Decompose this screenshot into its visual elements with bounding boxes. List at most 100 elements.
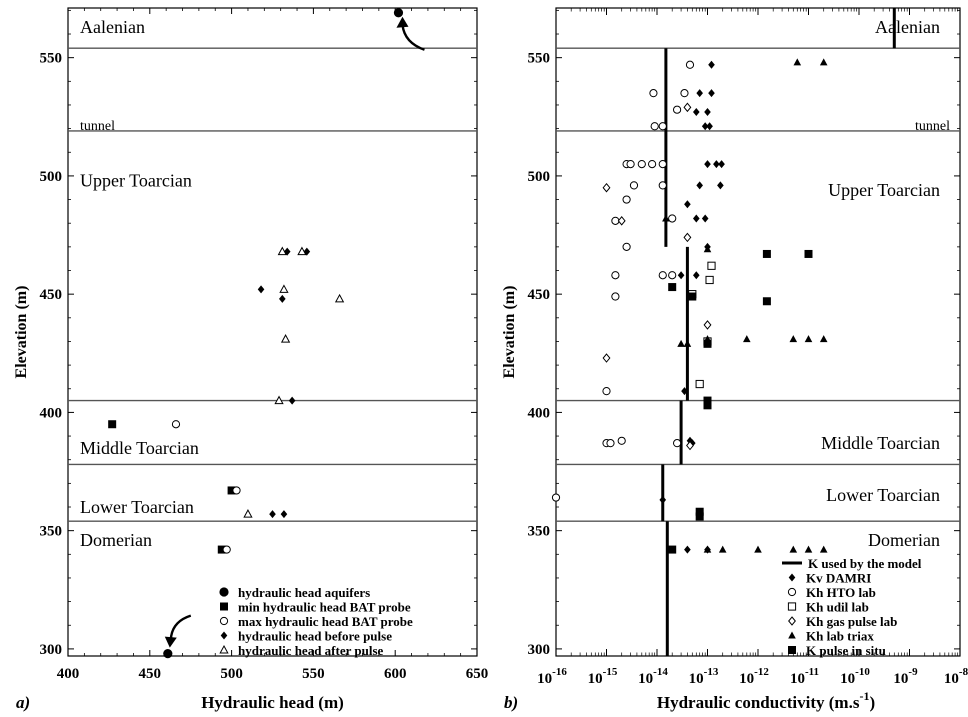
series-kh-hto-lab	[551, 60, 695, 502]
x-tick-label: 10-10	[840, 666, 870, 687]
layer-label-upper-toarcian: Upper Toarcian	[828, 180, 940, 200]
panel-label: b)	[504, 693, 518, 712]
data-point	[804, 335, 813, 343]
layer-label-lower-toarcian: Lower Toarcian	[826, 485, 940, 505]
panel-label: a)	[16, 693, 30, 712]
data-point	[696, 181, 703, 190]
data-point	[277, 246, 287, 256]
data-point	[297, 246, 307, 256]
x-tick-label: 10-13	[689, 666, 719, 687]
data-point	[789, 335, 798, 343]
data-point	[701, 122, 709, 131]
x-tick-label: 600	[384, 666, 407, 682]
x-tick-label-base: 10	[840, 671, 855, 687]
legend-swatch	[788, 573, 796, 582]
legend-label: hydraulic head aquifers	[238, 585, 370, 600]
data-point	[683, 102, 692, 113]
x-tick-label: 10-14	[638, 666, 668, 687]
x-tick-label-exponent: -14	[653, 666, 668, 678]
layer-label-aalenian: Aalenian	[80, 17, 145, 37]
data-point	[629, 181, 639, 190]
data-point	[280, 510, 288, 519]
legend-swatch	[219, 644, 229, 654]
x-tick-label-base: 10	[739, 671, 754, 687]
layer-label-domerian: Domerian	[80, 530, 152, 550]
y-tick-label: 350	[40, 524, 63, 540]
x-tick-label: 500	[220, 666, 243, 682]
data-point	[606, 439, 615, 448]
y-tick-label: 300	[40, 642, 63, 658]
data-point	[602, 182, 611, 193]
x-tick-label: 10-8	[944, 666, 968, 687]
panel-a-hydraulic-head-chart: 300 350 400 450 500 550 400 450 500 550 600 650 Aale…	[13, 7, 488, 712]
x-tick-label-base: 10	[944, 671, 959, 687]
data-point	[269, 510, 276, 519]
series-hydraulic-head-before-pulse	[257, 247, 311, 519]
legend-swatch	[220, 602, 228, 611]
y-tick-label: 450	[528, 287, 551, 303]
legend-label: min hydraulic head BAT probe	[238, 600, 411, 615]
layer-label-tunnel: tunnel	[915, 119, 950, 134]
data-point	[677, 339, 685, 347]
legend-swatch	[219, 616, 229, 626]
data-point	[658, 122, 667, 131]
x-tick-label-exponent: -16	[552, 666, 567, 678]
data-point	[622, 242, 631, 251]
x-tick-label: 550	[302, 666, 325, 682]
y-tick-label: 300	[528, 642, 551, 658]
data-point	[703, 401, 712, 410]
x-tick-label-base: 10	[638, 671, 653, 687]
y-tick-label: 500	[528, 169, 551, 185]
layer-label-middle-toarcian: Middle Toarcian	[821, 433, 940, 453]
y-tick-label: 400	[528, 405, 551, 421]
data-point	[681, 387, 688, 396]
data-point	[658, 159, 667, 169]
data-point	[279, 284, 289, 293]
data-point	[668, 271, 677, 280]
data-point	[707, 261, 716, 270]
x-tick-label: 400	[57, 666, 80, 682]
x-axis-label-end: )	[869, 693, 875, 712]
legend-label: Kv DAMRI	[806, 571, 871, 586]
data-point	[804, 545, 813, 553]
data-point	[692, 108, 700, 117]
data-point	[637, 159, 646, 169]
legend-label: Kh HTO lab	[806, 585, 876, 600]
data-point	[819, 58, 828, 66]
data-point	[684, 200, 691, 209]
layer-label-tunnel: tunnel	[80, 119, 115, 134]
y-tick-label: 350	[528, 524, 551, 540]
legend-label: hydraulic head before pulse	[238, 629, 392, 644]
data-point	[819, 545, 828, 553]
y-tick-label: 550	[40, 51, 63, 67]
x-axis-label-text: Hydraulic conductivity (m.s	[657, 693, 860, 712]
y-axis-label: Elevation (m)	[501, 286, 518, 379]
data-point	[217, 545, 226, 554]
legend-label: K used by the model	[808, 556, 922, 571]
data-point	[688, 439, 696, 448]
x-tick-label-exponent: -8	[959, 666, 968, 678]
data-point	[611, 292, 620, 301]
series-kh-lab-triax	[662, 58, 828, 553]
series-kv-damri	[659, 60, 725, 554]
data-point	[695, 379, 704, 389]
x-tick-label-exponent: -15	[603, 666, 618, 678]
data-point	[704, 108, 711, 117]
data-point	[705, 275, 714, 285]
data-point	[762, 249, 771, 258]
series-min-hydraulic-head-bat-probe	[108, 420, 236, 554]
x-tick-label-exponent: -10	[855, 666, 870, 678]
data-point	[279, 294, 286, 303]
layer-label-domerian: Domerian	[868, 530, 940, 550]
data-point	[668, 283, 677, 292]
y-tick-label: 450	[40, 287, 63, 303]
data-point	[611, 271, 620, 280]
x-tick-label-base: 10	[790, 671, 805, 687]
data-point	[708, 89, 715, 98]
arrow-annotation	[169, 614, 192, 640]
data-point	[703, 320, 712, 330]
plot-frame	[67, 7, 478, 657]
data-point	[742, 335, 751, 343]
legend-label: Kh lab triax	[806, 629, 874, 644]
legend-swatch	[788, 616, 796, 626]
